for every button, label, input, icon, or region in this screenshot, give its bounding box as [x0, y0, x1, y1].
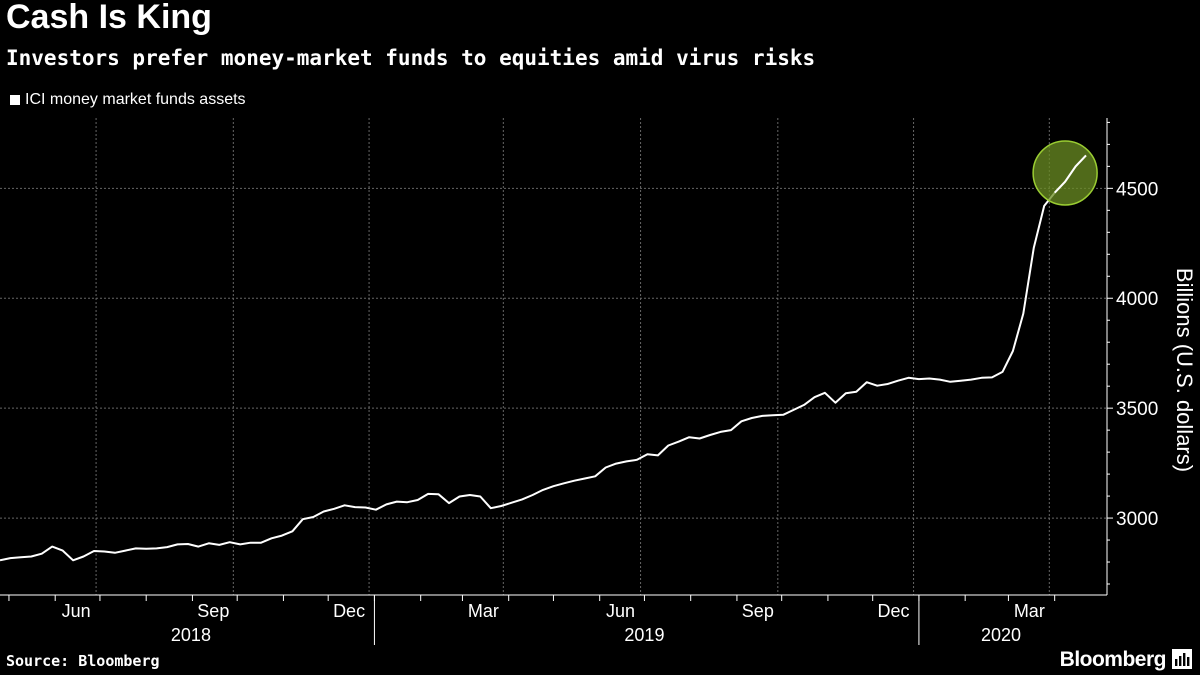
legend-label: ICI money market funds assets: [25, 91, 246, 108]
chart-subtitle: Investors prefer money-market funds to e…: [6, 46, 816, 70]
x-tick-label: Sep: [742, 601, 774, 621]
x-tick-label: Dec: [878, 601, 910, 621]
x-tick-label: Jun: [62, 601, 91, 621]
x-year-label: 2020: [981, 625, 1021, 645]
x-tick-label: Jun: [606, 601, 635, 621]
x-tick-label: Sep: [197, 601, 229, 621]
x-tick-label: Mar: [1014, 601, 1045, 621]
axes: 3000 3500 4000 4500 Jun Sep Dec Mar Jun Sep Dec Mar…: [0, 118, 1158, 645]
y-tick-label: 3000: [1116, 509, 1158, 530]
annotation-layer: [1032, 140, 1098, 206]
bloomberg-logo-icon: [1172, 649, 1192, 669]
y-tick-label: 3500: [1116, 399, 1158, 420]
y-tick-label: 4000: [1116, 289, 1158, 310]
highlight-circle: [1032, 140, 1098, 206]
series-layer: [0, 154, 1087, 562]
chart-title: Cash Is King: [6, 0, 212, 36]
x-tick-label: Mar: [468, 601, 499, 621]
grid-lines: [0, 118, 1107, 595]
brand-wordmark: Bloomberg: [1059, 648, 1167, 671]
legend-swatch: [10, 95, 20, 105]
highlight-line-segment: [1053, 154, 1087, 194]
source-note: Source: Bloomberg: [6, 652, 160, 670]
x-year-label: 2018: [171, 625, 211, 645]
y-tick-label: 4500: [1116, 179, 1158, 200]
series-line: [0, 154, 1087, 562]
legend: ICI money market funds assets: [10, 91, 246, 109]
x-year-label: 2019: [624, 625, 664, 645]
x-tick-label: Dec: [333, 601, 365, 621]
y-axis-label: Billions (U.S. dollars): [1172, 267, 1197, 473]
